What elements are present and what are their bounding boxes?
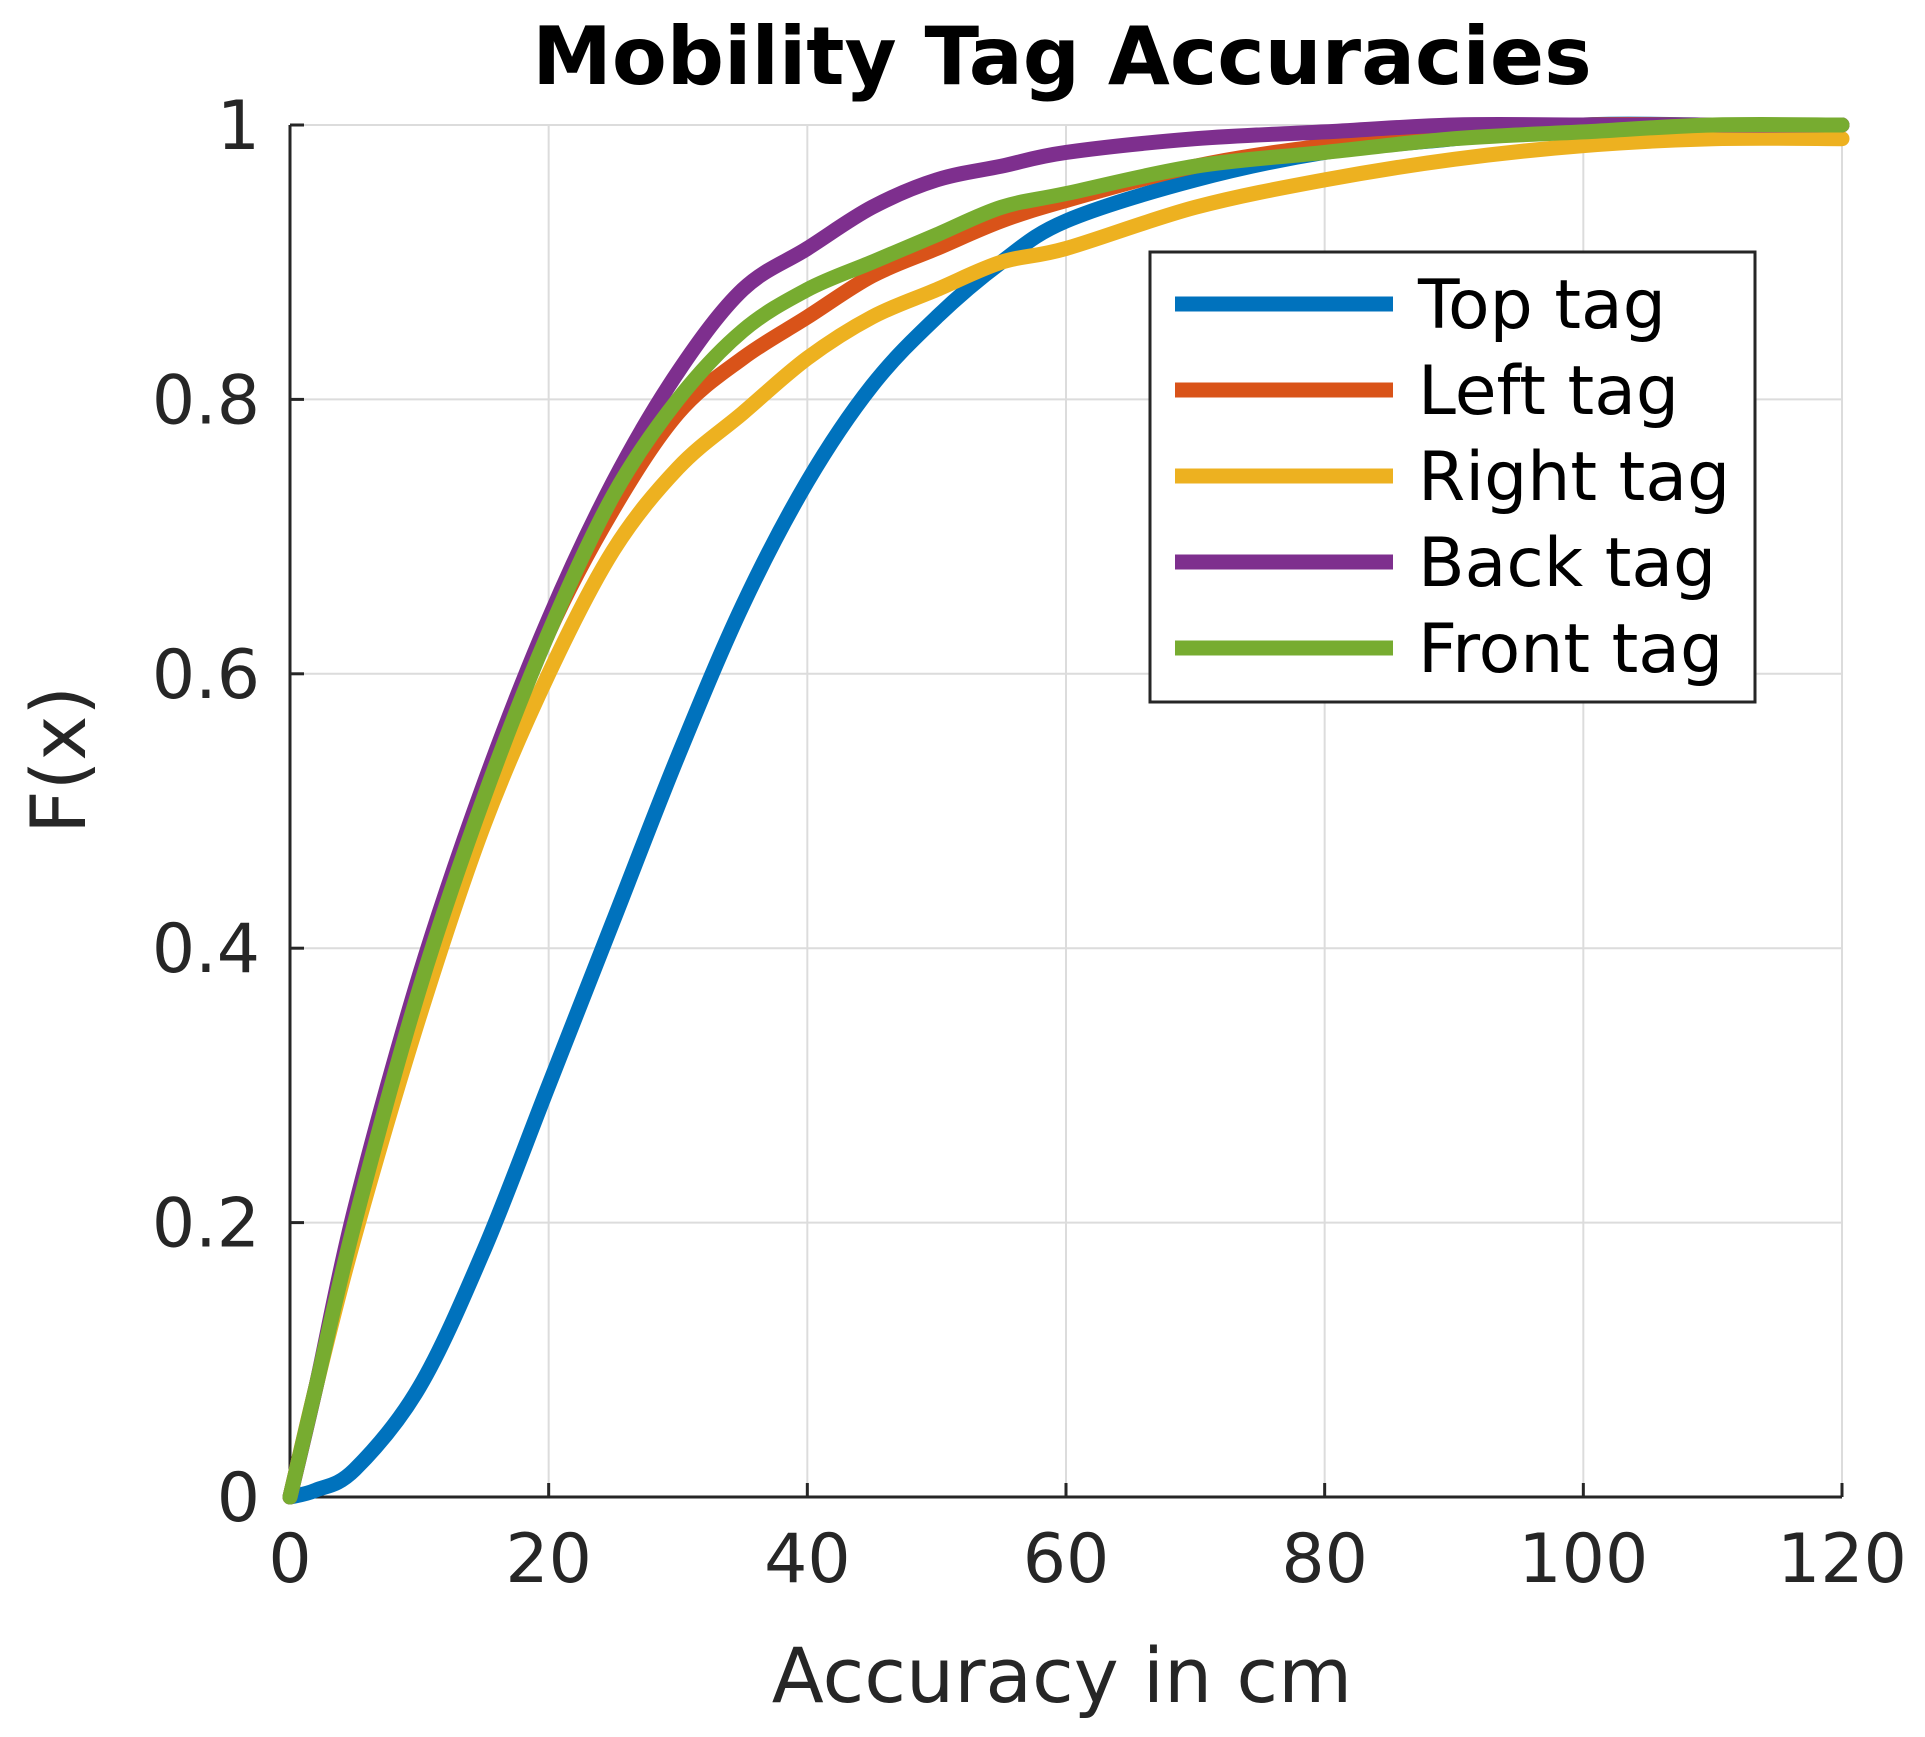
legend-label-right-tag: Right tag xyxy=(1418,438,1730,517)
legend-label-left-tag: Left tag xyxy=(1418,352,1679,431)
x-tick-labels: 0 20 40 60 80 100 120 xyxy=(268,1520,1907,1599)
axes xyxy=(288,123,1844,1499)
x-tick-label: 120 xyxy=(1777,1520,1907,1599)
y-tick-label: 0.2 xyxy=(152,1185,260,1264)
series-lines xyxy=(282,116,1850,1505)
y-tick-label: 1 xyxy=(217,87,260,166)
y-tick-label: 0.4 xyxy=(152,910,260,989)
x-tick-label: 100 xyxy=(1518,1520,1648,1599)
legend-label-top-tag: Top tag xyxy=(1417,266,1666,345)
y-tick-labels: 0 0.2 0.4 0.6 0.8 1 xyxy=(152,87,260,1538)
x-axis-label: Accuracy in cm xyxy=(772,1631,1352,1720)
y-tick-label: 0.6 xyxy=(152,636,260,715)
x-tick-label: 20 xyxy=(505,1520,592,1599)
x-tick-label: 0 xyxy=(268,1520,311,1599)
x-tick-label: 40 xyxy=(764,1520,851,1599)
y-axis-label: F(x) xyxy=(14,686,103,834)
y-tick-label: 0 xyxy=(217,1459,260,1538)
y-tick-label: 0.8 xyxy=(152,361,260,440)
x-tick-label: 60 xyxy=(1023,1520,1110,1599)
legend-label-back-tag: Back tag xyxy=(1418,524,1716,603)
legend-label-front-tag: Front tag xyxy=(1418,610,1723,689)
x-tick-label: 80 xyxy=(1281,1520,1368,1599)
series-line-front-tag xyxy=(282,117,1850,1505)
chart-title: Mobility Tag Accuracies xyxy=(532,10,1592,103)
